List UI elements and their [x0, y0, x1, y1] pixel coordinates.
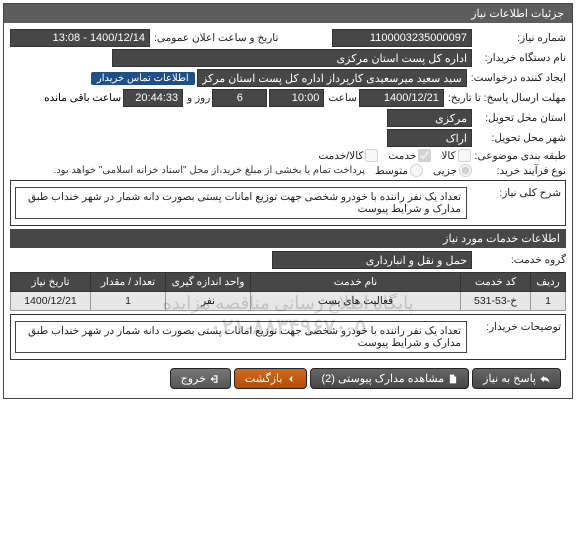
services-header: اطلاعات خدمات مورد نیاز	[10, 229, 566, 248]
buyer-desc-section: توضیحات خریدار: تعداد یک نفر راننده با خ…	[10, 314, 566, 360]
subject-service-check: خدمت	[388, 149, 431, 162]
th-qty: تعداد / مقدار	[91, 273, 166, 292]
panel-body: شماره نیاز: تاریخ و ساعت اعلان عمومی: نا…	[4, 23, 572, 398]
remain-time-field[interactable]	[123, 89, 183, 107]
city-field[interactable]	[387, 129, 472, 147]
general-desc-section: شرح کلی نیاز: تعداد یک نفر راننده با خود…	[10, 180, 566, 226]
province-label: استان محل تحویل:	[476, 112, 566, 124]
general-desc-label: شرح کلی نیاز:	[471, 187, 561, 199]
cell-name: فعالیت های پست	[251, 292, 461, 311]
cell-n: 1	[531, 292, 566, 311]
panel-title: جزئیات اطلاعات نیاز	[4, 4, 572, 23]
deadline-label: مهلت ارسال پاسخ: تا تاریخ:	[448, 92, 566, 104]
subject-both-check: کالا/خدمت	[318, 149, 378, 162]
req-number-label: شماره نیاز:	[476, 32, 566, 44]
creator-field[interactable]	[197, 69, 467, 87]
req-number-field[interactable]	[332, 29, 472, 47]
general-desc-text: تعداد یک نفر راننده با خودرو شخصی جهت تو…	[15, 187, 467, 219]
respond-button[interactable]: پاسخ به نیاز	[472, 368, 561, 389]
exit-button[interactable]: خروج	[170, 368, 231, 389]
cell-code: خ-53-531	[461, 292, 531, 311]
table-row[interactable]: 1 خ-53-531 فعالیت های پست نفر 1 1400/12/…	[11, 292, 566, 311]
back-button[interactable]: بازگشت	[234, 368, 308, 389]
deadline-time-field[interactable]	[269, 89, 324, 107]
buyer-label: نام دستگاه خریدار:	[476, 52, 566, 64]
buyer-desc-text: تعداد یک نفر راننده با خودرو شخصی جهت تو…	[15, 321, 467, 353]
exit-icon	[210, 374, 220, 384]
th-name: نام خدمت	[251, 273, 461, 292]
services-table: ردیف کد خدمت نام خدمت واحد اندازه گیری ت…	[10, 272, 566, 311]
service-group-field[interactable]	[272, 251, 472, 269]
proc-label: نوع فرآیند خرید:	[476, 165, 566, 177]
subject-goods-check: کالا	[441, 149, 470, 162]
creator-label: ایجاد کننده درخواست:	[471, 72, 566, 84]
th-code: کد خدمت	[461, 273, 531, 292]
province-field[interactable]	[387, 109, 472, 127]
proc-note: پرداخت تمام یا بخشی از مبلغ خرید،از محل …	[53, 165, 365, 176]
doc-icon	[448, 374, 458, 384]
proc-partial-radio: جزیی	[433, 164, 472, 177]
buyer-contact-link[interactable]: اطلاعات تماس خریدار	[91, 72, 195, 85]
th-row: ردیف	[531, 273, 566, 292]
days-field[interactable]	[212, 89, 267, 107]
service-group-label: گروه خدمت:	[476, 254, 566, 266]
main-panel: جزئیات اطلاعات نیاز شماره نیاز: تاریخ و …	[3, 3, 573, 399]
pub-date-field[interactable]	[10, 29, 150, 47]
proc-medium-radio: متوسط	[375, 164, 423, 177]
buyer-desc-label: توضیحات خریدار:	[471, 321, 561, 333]
pub-date-label: تاریخ و ساعت اعلان عمومی:	[154, 32, 278, 44]
th-unit: واحد اندازه گیری	[166, 273, 251, 292]
cell-qty: 1	[91, 292, 166, 311]
view-docs-button[interactable]: مشاهده مدارک پیوستی (2)	[310, 368, 469, 389]
th-date: تاریخ نیاز	[11, 273, 91, 292]
time-label-1: ساعت	[328, 92, 357, 104]
cell-date: 1400/12/21	[11, 292, 91, 311]
buyer-field[interactable]	[112, 49, 472, 67]
button-bar: پاسخ به نیاز مشاهده مدارک پیوستی (2) باز…	[10, 363, 566, 394]
cell-unit: نفر	[166, 292, 251, 311]
days-label: روز و	[187, 92, 210, 104]
remain-label: ساعت باقی مانده	[44, 92, 121, 104]
deadline-date-field[interactable]	[359, 89, 444, 107]
reply-icon	[540, 374, 550, 384]
subject-class-label: طبقه بندی موضوعی:	[475, 150, 566, 162]
back-icon	[286, 374, 296, 384]
city-label: شهر محل تحویل:	[476, 132, 566, 144]
